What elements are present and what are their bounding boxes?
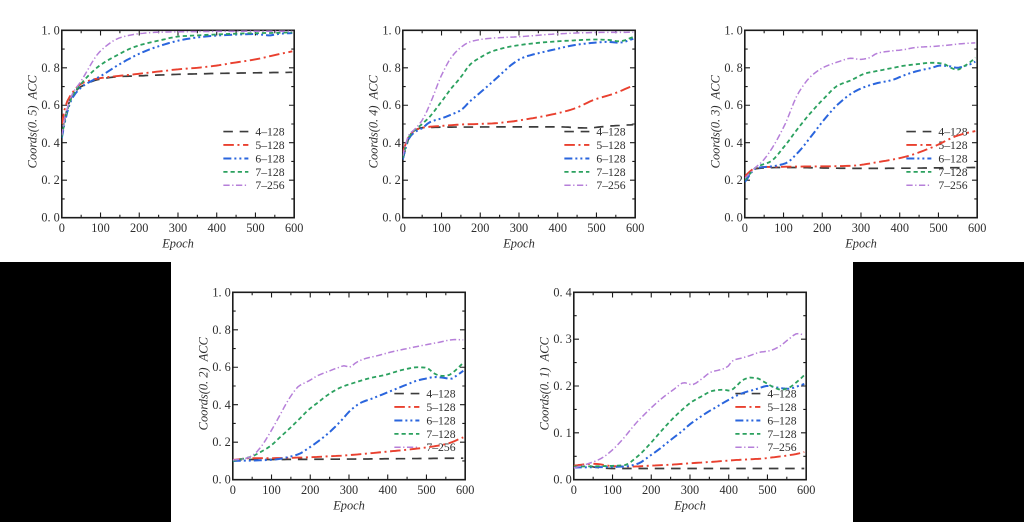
svg-text:7–128: 7–128: [597, 166, 626, 179]
svg-text:100: 100: [774, 221, 792, 235]
svg-text:0. 0: 0. 0: [553, 473, 571, 487]
svg-text:100: 100: [91, 221, 109, 235]
svg-text:5–128: 5–128: [597, 139, 626, 152]
svg-text:6–128: 6–128: [255, 152, 284, 165]
svg-text:6–128: 6–128: [767, 414, 796, 427]
svg-text:200: 200: [130, 221, 148, 235]
svg-text:0. 6: 0. 6: [724, 98, 742, 112]
svg-text:0: 0: [571, 483, 577, 497]
svg-text:400: 400: [890, 221, 908, 235]
svg-text:200: 200: [642, 483, 660, 497]
svg-text:400: 400: [549, 221, 567, 235]
svg-text:4–128: 4–128: [597, 125, 626, 138]
svg-text:0. 2: 0. 2: [553, 379, 571, 393]
svg-text:5–128: 5–128: [426, 401, 455, 414]
svg-text:500: 500: [929, 221, 947, 235]
svg-text:0. 8: 0. 8: [383, 61, 401, 75]
svg-text:0. 4: 0. 4: [212, 398, 230, 412]
svg-text:7–256: 7–256: [255, 179, 284, 192]
svg-text:1. 0: 1. 0: [383, 23, 401, 37]
svg-text:200: 200: [813, 221, 831, 235]
svg-text:7–128: 7–128: [938, 166, 967, 179]
svg-text:7–128: 7–128: [426, 428, 455, 441]
svg-text:300: 300: [510, 221, 528, 235]
svg-text:0: 0: [229, 483, 235, 497]
svg-text:500: 500: [417, 483, 435, 497]
svg-text:0. 2: 0. 2: [724, 173, 742, 187]
svg-text:Coords(0. 5) ACC: Coords(0. 5) ACC: [26, 74, 40, 168]
svg-text:0. 6: 0. 6: [41, 98, 59, 112]
svg-text:Coords(0. 4) ACC: Coords(0. 4) ACC: [367, 74, 381, 168]
svg-text:0. 6: 0. 6: [212, 360, 230, 374]
svg-text:0. 2: 0. 2: [41, 173, 59, 187]
svg-text:0. 3: 0. 3: [553, 332, 571, 346]
svg-text:Epoch: Epoch: [844, 236, 877, 250]
svg-text:400: 400: [208, 221, 226, 235]
svg-text:0. 8: 0. 8: [724, 61, 742, 75]
svg-text:600: 600: [285, 221, 303, 235]
svg-text:600: 600: [968, 221, 986, 235]
svg-text:400: 400: [378, 483, 396, 497]
svg-text:7–256: 7–256: [767, 441, 796, 454]
svg-text:0. 4: 0. 4: [383, 136, 401, 150]
svg-text:0. 2: 0. 2: [212, 435, 230, 449]
svg-text:Epoch: Epoch: [161, 236, 194, 250]
svg-text:5–128: 5–128: [938, 139, 967, 152]
svg-text:0. 4: 0. 4: [41, 136, 59, 150]
svg-text:0. 0: 0. 0: [41, 211, 59, 225]
svg-text:300: 300: [681, 483, 699, 497]
svg-text:7–256: 7–256: [938, 179, 967, 192]
svg-text:300: 300: [339, 483, 357, 497]
svg-text:5–128: 5–128: [255, 139, 284, 152]
svg-text:0. 0: 0. 0: [212, 473, 230, 487]
svg-text:0. 6: 0. 6: [383, 98, 401, 112]
svg-text:300: 300: [169, 221, 187, 235]
svg-text:0. 0: 0. 0: [383, 211, 401, 225]
svg-text:4–128: 4–128: [938, 125, 967, 138]
svg-text:4–128: 4–128: [767, 387, 796, 400]
svg-text:200: 200: [301, 483, 319, 497]
svg-text:0: 0: [400, 221, 406, 235]
svg-text:0. 8: 0. 8: [212, 323, 230, 337]
svg-text:0: 0: [59, 221, 65, 235]
svg-text:Epoch: Epoch: [673, 498, 706, 512]
svg-text:Epoch: Epoch: [503, 236, 536, 250]
svg-text:4–128: 4–128: [426, 387, 455, 400]
svg-text:200: 200: [471, 221, 489, 235]
svg-text:100: 100: [262, 483, 280, 497]
svg-text:4–128: 4–128: [255, 125, 284, 138]
svg-text:7–128: 7–128: [255, 166, 284, 179]
svg-text:7–256: 7–256: [597, 179, 626, 192]
svg-text:100: 100: [603, 483, 621, 497]
svg-text:400: 400: [720, 483, 738, 497]
svg-text:0. 0: 0. 0: [724, 211, 742, 225]
svg-text:Epoch: Epoch: [332, 498, 365, 512]
svg-text:6–128: 6–128: [426, 414, 455, 427]
svg-text:1. 0: 1. 0: [724, 23, 742, 37]
svg-text:7–128: 7–128: [767, 428, 796, 441]
svg-text:500: 500: [588, 221, 606, 235]
svg-text:600: 600: [626, 221, 644, 235]
svg-text:6–128: 6–128: [597, 152, 626, 165]
svg-text:0. 4: 0. 4: [724, 136, 742, 150]
svg-text:1. 0: 1. 0: [212, 285, 230, 299]
svg-text:500: 500: [758, 483, 776, 497]
svg-text:0. 2: 0. 2: [383, 173, 401, 187]
svg-text:0. 8: 0. 8: [41, 61, 59, 75]
svg-text:600: 600: [456, 483, 474, 497]
svg-text:0: 0: [741, 221, 747, 235]
svg-text:6–128: 6–128: [938, 152, 967, 165]
svg-text:Coords(0. 3) ACC: Coords(0. 3) ACC: [708, 74, 722, 168]
svg-text:600: 600: [797, 483, 815, 497]
svg-text:1. 0: 1. 0: [41, 23, 59, 37]
svg-text:300: 300: [851, 221, 869, 235]
svg-text:7–256: 7–256: [426, 441, 455, 454]
svg-text:0. 1: 0. 1: [553, 426, 571, 440]
svg-text:0. 4: 0. 4: [553, 285, 571, 299]
svg-text:5–128: 5–128: [767, 401, 796, 414]
svg-text:500: 500: [246, 221, 264, 235]
svg-text:Coords(0. 2) ACC: Coords(0. 2) ACC: [196, 336, 210, 430]
svg-text:Coords(0. 1) ACC: Coords(0. 1) ACC: [538, 336, 552, 430]
svg-text:100: 100: [433, 221, 451, 235]
